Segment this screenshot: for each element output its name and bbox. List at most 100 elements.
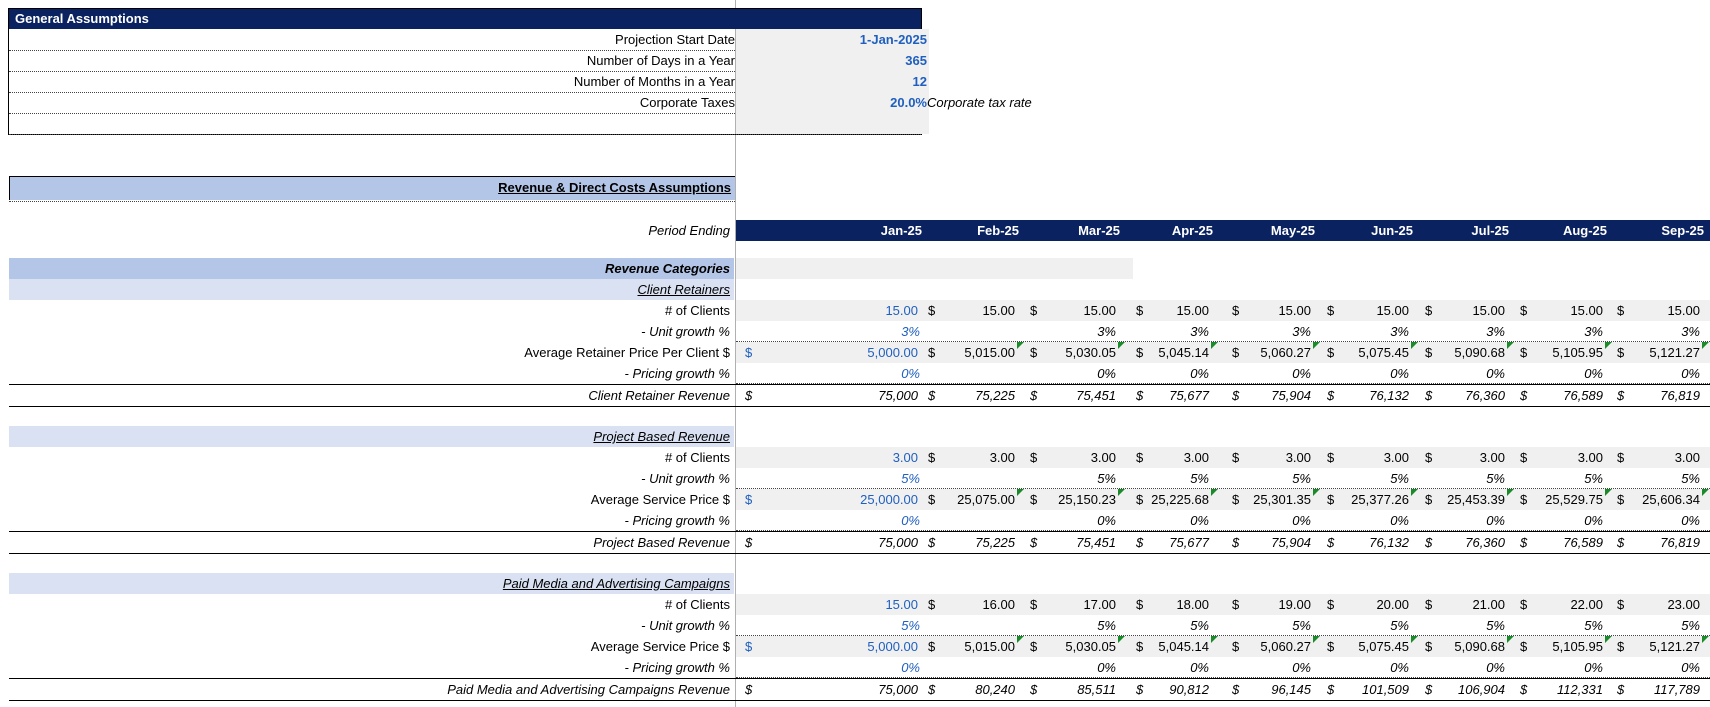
value-cell[interactable]: 21.00 xyxy=(1472,597,1505,612)
general-row-value[interactable]: 1-Jan-2025 xyxy=(736,29,929,50)
value-cell[interactable]: 3% xyxy=(1390,324,1409,339)
value-cell[interactable]: 5,121.27 xyxy=(1649,345,1700,360)
value-cell[interactable]: 0% xyxy=(901,660,920,675)
value-cell[interactable]: 17.00 xyxy=(1083,597,1116,612)
value-cell[interactable]: 0% xyxy=(1390,366,1409,381)
value-cell[interactable]: 75,000 xyxy=(878,535,918,550)
value-cell[interactable]: 25,000.00 xyxy=(860,492,918,507)
value-cell[interactable]: 5,075.45 xyxy=(1358,639,1409,654)
value-cell[interactable]: 0% xyxy=(1681,513,1700,528)
value-cell[interactable]: 75,677 xyxy=(1169,388,1209,403)
value-cell[interactable]: 5% xyxy=(901,618,920,633)
value-cell[interactable]: 75,451 xyxy=(1076,535,1116,550)
value-cell[interactable]: 3% xyxy=(1292,324,1311,339)
general-row-value[interactable]: 365 xyxy=(736,50,929,71)
general-row-value[interactable]: 20.0% xyxy=(736,92,929,113)
value-cell[interactable]: 15.00 xyxy=(982,303,1015,318)
value-cell[interactable]: 15.00 xyxy=(1278,303,1311,318)
value-cell[interactable]: 106,904 xyxy=(1458,682,1505,697)
value-cell[interactable]: 25,301.35 xyxy=(1253,492,1311,507)
value-cell[interactable]: 5,000.00 xyxy=(867,345,918,360)
value-cell[interactable]: 0% xyxy=(1097,660,1116,675)
value-cell[interactable]: 15.00 xyxy=(1667,303,1700,318)
value-cell[interactable]: 0% xyxy=(1390,660,1409,675)
value-cell[interactable]: 0% xyxy=(1584,660,1603,675)
value-cell[interactable]: 112,331 xyxy=(1556,682,1603,697)
value-cell[interactable]: 3.00 xyxy=(1383,450,1409,465)
value-cell[interactable]: 5% xyxy=(1390,471,1409,486)
value-cell[interactable]: 0% xyxy=(1292,513,1311,528)
value-cell[interactable]: 75,904 xyxy=(1271,535,1311,550)
value-cell[interactable]: 76,819 xyxy=(1660,388,1700,403)
value-cell[interactable]: 5,105.95 xyxy=(1552,639,1603,654)
value-cell[interactable]: 15.00 xyxy=(1570,303,1603,318)
value-cell[interactable]: 3.00 xyxy=(1090,450,1116,465)
value-cell[interactable]: 5% xyxy=(1390,618,1409,633)
value-cell[interactable]: 5% xyxy=(1097,471,1116,486)
value-cell[interactable]: 15.00 xyxy=(1376,303,1409,318)
value-cell[interactable]: 3.00 xyxy=(1183,450,1209,465)
value-cell[interactable]: 5,030.05 xyxy=(1065,639,1116,654)
value-cell[interactable]: 3.00 xyxy=(1479,450,1505,465)
value-cell[interactable]: 0% xyxy=(1097,366,1116,381)
value-cell[interactable]: 15.00 xyxy=(885,597,918,612)
value-cell[interactable]: 25,529.75 xyxy=(1545,492,1603,507)
value-cell[interactable]: 3% xyxy=(1681,324,1700,339)
value-cell[interactable]: 25,377.26 xyxy=(1351,492,1409,507)
value-cell[interactable]: 3% xyxy=(901,324,920,339)
value-cell[interactable]: 5% xyxy=(1584,471,1603,486)
value-cell[interactable]: 5,090.68 xyxy=(1454,639,1505,654)
value-cell[interactable]: 5% xyxy=(1681,471,1700,486)
value-cell[interactable]: 75,225 xyxy=(975,388,1015,403)
value-cell[interactable]: 75,225 xyxy=(975,535,1015,550)
value-cell[interactable]: 3.00 xyxy=(989,450,1015,465)
value-cell[interactable]: 5,105.95 xyxy=(1552,345,1603,360)
value-cell[interactable]: 3.00 xyxy=(1674,450,1700,465)
value-cell[interactable]: 0% xyxy=(1486,660,1505,675)
value-cell[interactable]: 15.00 xyxy=(885,303,918,318)
value-cell[interactable]: 15.00 xyxy=(1176,303,1209,318)
value-cell[interactable]: 0% xyxy=(1390,513,1409,528)
value-cell[interactable]: 0% xyxy=(1190,660,1209,675)
value-cell[interactable]: 23.00 xyxy=(1667,597,1700,612)
value-cell[interactable]: 85,511 xyxy=(1077,682,1116,697)
value-cell[interactable]: 3% xyxy=(1486,324,1505,339)
value-cell[interactable]: 5% xyxy=(1292,471,1311,486)
value-cell[interactable]: 3% xyxy=(1584,324,1603,339)
value-cell[interactable]: 5,015.00 xyxy=(964,345,1015,360)
value-cell[interactable]: 20.00 xyxy=(1376,597,1409,612)
value-cell[interactable]: 5,121.27 xyxy=(1649,639,1700,654)
value-cell[interactable]: 0% xyxy=(1681,660,1700,675)
value-cell[interactable]: 5% xyxy=(1486,471,1505,486)
value-cell[interactable]: 0% xyxy=(1190,513,1209,528)
value-cell[interactable]: 0% xyxy=(1190,366,1209,381)
value-cell[interactable]: 5,000.00 xyxy=(867,639,918,654)
value-cell[interactable]: 75,451 xyxy=(1076,388,1116,403)
value-cell[interactable]: 22.00 xyxy=(1570,597,1603,612)
value-cell[interactable]: 0% xyxy=(1584,366,1603,381)
value-cell[interactable]: 90,812 xyxy=(1169,682,1209,697)
value-cell[interactable]: 76,589 xyxy=(1563,388,1603,403)
value-cell[interactable]: 15.00 xyxy=(1472,303,1505,318)
value-cell[interactable]: 5% xyxy=(1681,618,1700,633)
value-cell[interactable]: 25,150.23 xyxy=(1058,492,1116,507)
value-cell[interactable]: 5,060.27 xyxy=(1260,639,1311,654)
value-cell[interactable]: 5,045.14 xyxy=(1158,639,1209,654)
value-cell[interactable]: 15.00 xyxy=(1083,303,1116,318)
value-cell[interactable]: 25,606.34 xyxy=(1642,492,1700,507)
value-cell[interactable]: 76,360 xyxy=(1465,388,1505,403)
value-cell[interactable]: 117,789 xyxy=(1653,682,1700,697)
value-cell[interactable]: 76,819 xyxy=(1660,535,1700,550)
value-cell[interactable]: 3.00 xyxy=(1285,450,1311,465)
value-cell[interactable]: 5,060.27 xyxy=(1260,345,1311,360)
value-cell[interactable]: 5% xyxy=(1292,618,1311,633)
value-cell[interactable]: 5% xyxy=(1190,471,1209,486)
value-cell[interactable]: 5,030.05 xyxy=(1065,345,1116,360)
value-cell[interactable]: 25,225.68 xyxy=(1151,492,1209,507)
value-cell[interactable]: 19.00 xyxy=(1278,597,1311,612)
value-cell[interactable]: 0% xyxy=(1097,513,1116,528)
value-cell[interactable]: 0% xyxy=(901,513,920,528)
value-cell[interactable]: 0% xyxy=(1486,366,1505,381)
value-cell[interactable]: 75,000 xyxy=(878,682,918,697)
value-cell[interactable]: 5% xyxy=(1190,618,1209,633)
